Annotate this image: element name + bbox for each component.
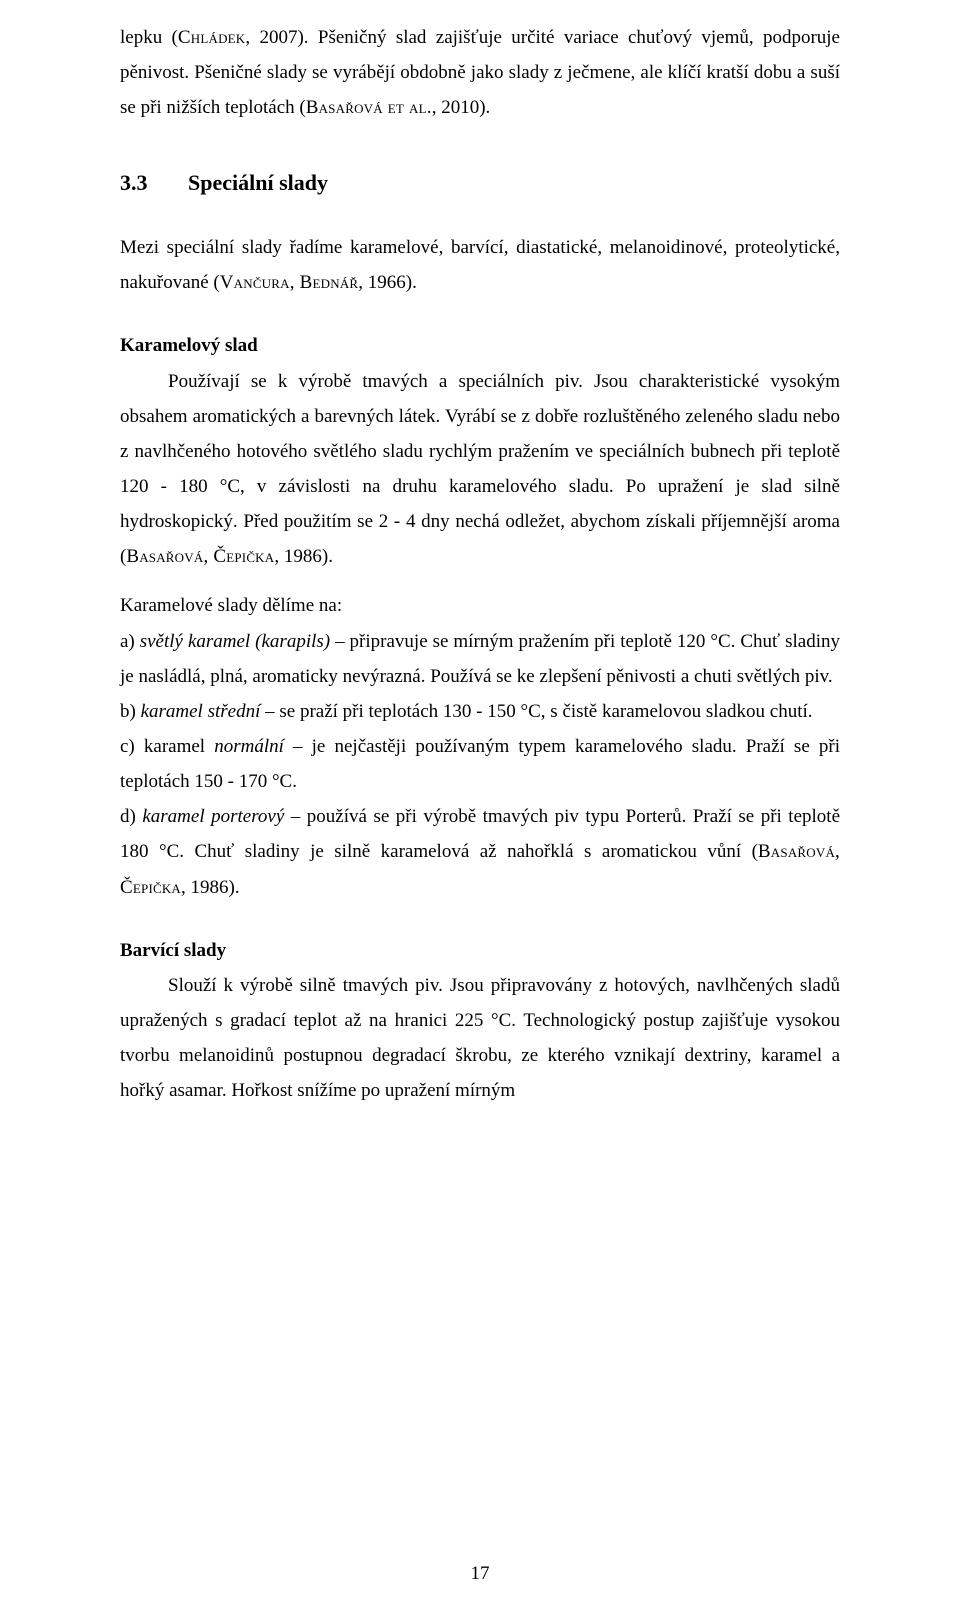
text: , 1966). [358, 272, 417, 293]
page-number: 17 [0, 1556, 960, 1591]
citation-author: Chládek [178, 27, 246, 48]
subheading-barvici: Barvící slady [120, 933, 840, 968]
italic-term: karamel porterový [142, 806, 284, 827]
citation-author: Basařová et al. [306, 97, 432, 118]
text: b) [120, 701, 141, 722]
heading-number: 3.3 [120, 163, 188, 204]
paragraph-intro: lepku (Chládek, 2007). Pšeničný slad zaj… [120, 20, 840, 125]
text: a) [120, 631, 140, 652]
text: , 1986). [274, 546, 333, 567]
text: , 2010). [432, 97, 491, 118]
italic-term: světlý karamel (karapils) [140, 631, 330, 652]
list-item-b: b) karamel střední – se praží při teplot… [120, 694, 840, 729]
list-item-c: c) karamel normální – je nejčastěji použ… [120, 729, 840, 799]
text: , 1986). [181, 877, 240, 898]
heading-text: Speciální slady [188, 163, 328, 204]
paragraph: Používají se k výrobě tmavých a speciáln… [120, 364, 840, 575]
list-item-a: a) světlý karamel (karapils) – připravuj… [120, 624, 840, 694]
citation-author: Vančura, Bednář [220, 272, 359, 293]
paragraph: Mezi speciální slady řadíme karamelové, … [120, 230, 840, 300]
italic-term: normální [214, 736, 284, 757]
section-heading: 3.3 Speciální slady [120, 163, 840, 204]
subheading-karamelovy: Karamelový slad [120, 328, 840, 363]
text: d) [120, 806, 142, 827]
page: lepku (Chládek, 2007). Pšeničný slad zaj… [0, 0, 960, 1617]
text: c) [120, 736, 144, 757]
paragraph: Slouží k výrobě silně tmavých piv. Jsou … [120, 968, 840, 1109]
text: lepku ( [120, 27, 178, 48]
italic-term: karamel střední [141, 701, 261, 722]
text: karamel [144, 736, 214, 757]
citation-author: Basařová, Čepička [126, 546, 274, 567]
text: – se praží při teplotách 130 - 150 °C, s… [260, 701, 812, 722]
list-item-d: d) karamel porterový – používá se při vý… [120, 799, 840, 904]
text: Používají se k výrobě tmavých a speciáln… [120, 371, 840, 568]
paragraph: Karamelové slady dělíme na: [120, 588, 840, 623]
